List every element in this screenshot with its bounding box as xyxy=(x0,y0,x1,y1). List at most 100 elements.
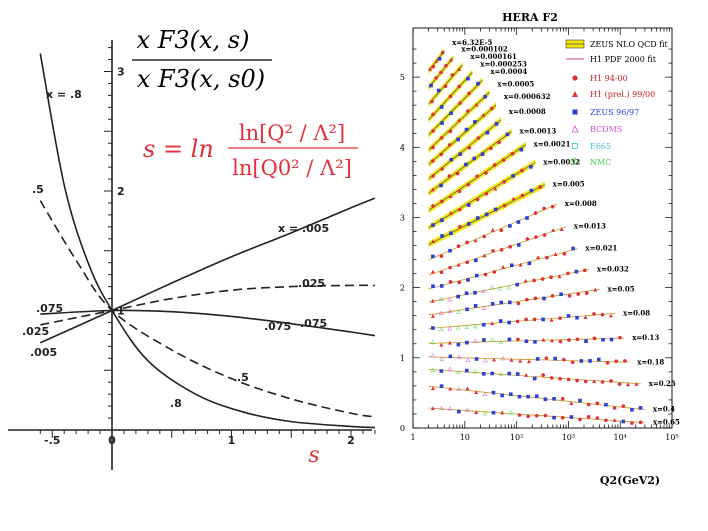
zeus-marker xyxy=(464,291,469,296)
h1-marker xyxy=(566,377,571,382)
left-curve-label: .075 xyxy=(300,317,327,330)
zeus-marker xyxy=(588,359,592,363)
zeus-marker xyxy=(439,369,444,373)
h1-prel-marker xyxy=(511,196,516,201)
h1-marker xyxy=(431,159,435,163)
h1-marker xyxy=(467,146,472,150)
zeus-marker xyxy=(543,397,548,402)
h1-prel-marker xyxy=(524,373,529,377)
series-label: x=0.13 xyxy=(632,333,659,342)
left-chart: -.5 0 1 2 1 2 3 x = .8 .5 x = .005 .025 .075 .025 .0… xyxy=(8,26,376,470)
zeus-marker xyxy=(431,326,435,330)
h1-marker xyxy=(439,136,444,140)
h1-marker xyxy=(578,417,582,422)
series-label: x=0.18 xyxy=(637,357,664,366)
h1-marker xyxy=(550,204,555,209)
left-curve-label: .075 xyxy=(36,302,63,315)
left-curve-label: .075 xyxy=(264,320,291,333)
fixed-target-marker xyxy=(438,310,444,315)
h1-marker xyxy=(541,373,545,377)
h1-prel-marker xyxy=(448,58,453,62)
h1-marker xyxy=(595,416,600,420)
zeus-marker xyxy=(436,88,441,93)
h1-marker xyxy=(544,356,549,360)
zeus-marker xyxy=(507,320,511,325)
zeus-marker xyxy=(473,304,478,308)
left-x-axis-variable: s xyxy=(308,443,319,468)
right-y-tick-label: 1 xyxy=(400,354,405,363)
zeus-marker xyxy=(511,174,515,178)
series-label: x=0.0008 xyxy=(509,107,546,116)
h1-marker xyxy=(431,129,435,133)
h1-marker xyxy=(492,270,497,274)
series-x=0.08 xyxy=(428,312,616,332)
h1-marker xyxy=(550,294,555,298)
h1-marker xyxy=(434,76,438,80)
fixed-target-marker xyxy=(438,296,444,301)
series-x=0.4 xyxy=(428,384,645,412)
h1-marker xyxy=(575,378,579,383)
h1-marker xyxy=(499,248,504,252)
series-x=0.021 xyxy=(428,246,578,290)
left-y-tick-label: 2 xyxy=(117,185,125,198)
h1-marker xyxy=(545,255,549,260)
h1-marker xyxy=(431,112,435,117)
h1-marker xyxy=(516,301,521,306)
zeus-marker xyxy=(431,254,435,259)
fixed-target-marker xyxy=(482,410,488,416)
zeus-marker xyxy=(476,81,480,86)
series-x=0.0021 xyxy=(428,141,526,214)
zeus-marker xyxy=(535,357,540,361)
h1-marker xyxy=(542,206,546,211)
series-x=0.000253 xyxy=(428,69,473,123)
h1-marker xyxy=(540,277,545,281)
h1-marker xyxy=(516,337,520,342)
h1-prel-marker xyxy=(473,238,478,243)
zeus-marker xyxy=(491,390,496,395)
zeus-marker xyxy=(529,165,533,169)
zeus-marker xyxy=(601,337,605,342)
h1-prel-marker xyxy=(549,338,554,343)
zeus-marker xyxy=(541,317,545,322)
right-x-tick-label: 10⁵ xyxy=(665,433,678,442)
fixed-target-marker xyxy=(498,339,504,345)
h1-marker xyxy=(583,379,588,384)
legend-label: E665 xyxy=(590,142,611,151)
fixed-target-marker xyxy=(489,337,495,342)
right-plot-frame xyxy=(412,27,673,429)
left-curves xyxy=(39,53,376,429)
h1-marker xyxy=(489,106,494,111)
h1-marker xyxy=(549,275,553,280)
h1-prel-marker xyxy=(626,382,631,387)
h1-marker xyxy=(534,235,538,239)
h1-marker xyxy=(532,278,536,283)
legend-label: H1 PDF 2000 fit xyxy=(590,55,657,64)
series-label: x=0.000632 xyxy=(504,92,551,101)
h1-prel-marker xyxy=(526,359,531,364)
h1-prel-marker xyxy=(518,262,523,267)
right-series-labels: x=6.32E-5x=0.000102x=0.000161x=0.000253x… xyxy=(452,38,680,427)
h1-marker xyxy=(448,94,453,99)
h1-marker xyxy=(510,151,515,156)
zeus-marker xyxy=(449,231,453,236)
h1-marker xyxy=(567,294,572,298)
zeus-marker xyxy=(552,397,556,401)
legend-entry-nmc: NMC xyxy=(571,157,611,167)
h1-marker xyxy=(520,193,525,198)
series-label: x=0.000102 xyxy=(461,44,508,53)
left-curve-label: .025 xyxy=(298,277,325,290)
legend-label: BCDMS xyxy=(590,125,622,134)
left-curve-label: x = .8 xyxy=(46,88,82,101)
zeus-marker xyxy=(575,315,579,320)
zeus-marker xyxy=(481,371,486,376)
zeus-marker xyxy=(519,147,524,152)
zeus-marker xyxy=(464,368,469,373)
h1-marker xyxy=(592,312,596,316)
series-label: x=0.25 xyxy=(649,379,676,388)
h1-marker xyxy=(558,377,562,381)
h1-marker xyxy=(447,174,452,178)
fixed-target-marker xyxy=(438,326,444,332)
h1-marker xyxy=(431,145,435,150)
right-y-tick-label: 0 xyxy=(400,424,405,433)
